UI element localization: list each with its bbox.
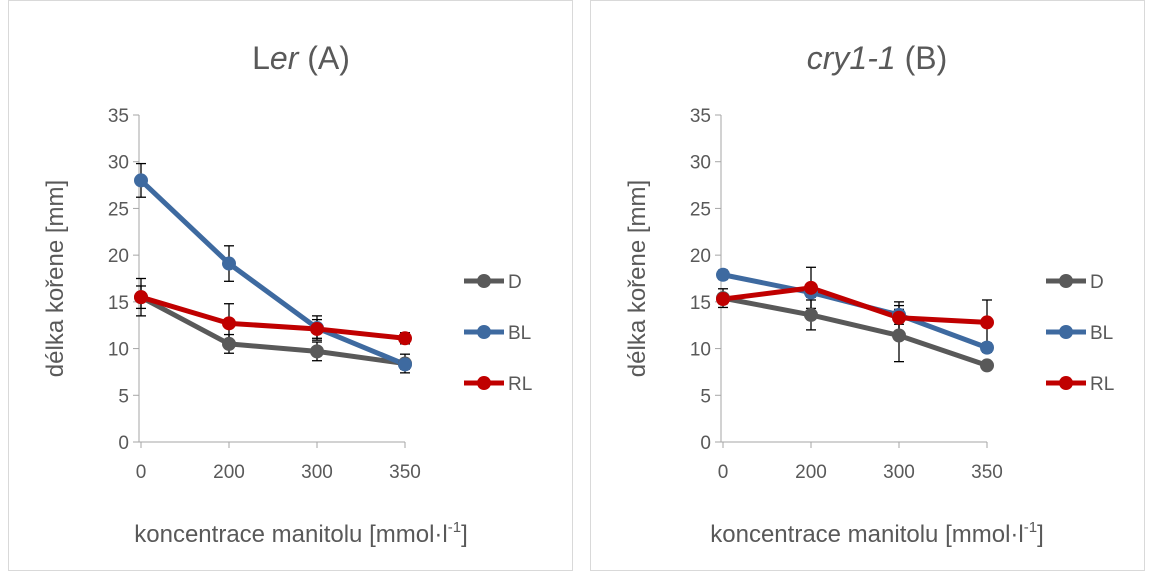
x-axis-label: koncentrace manitolu [mmol·l-1] — [710, 519, 1043, 548]
series-rl-point — [804, 280, 818, 295]
x-tick-label: 0 — [136, 462, 147, 483]
x-tick-label: 0 — [718, 462, 729, 483]
y-tick-label: 5 — [700, 386, 711, 407]
chart-title-suffix: (B) — [896, 40, 948, 76]
x-axis-label-main: koncentrace manitolu [mmol·l — [134, 521, 447, 548]
y-tick-label: 15 — [690, 293, 711, 314]
x-tick-label: 350 — [389, 462, 421, 483]
series-d-point — [222, 336, 236, 351]
chart-title-main: L — [252, 40, 270, 76]
series-d-point — [892, 328, 906, 343]
series-bl-line — [139, 178, 406, 367]
y-tick-label: 20 — [690, 246, 711, 267]
series-bl-point — [398, 357, 412, 372]
x-tick-label: 300 — [301, 462, 333, 483]
chart-title: Ler (A) — [252, 40, 350, 76]
x-axis-label-sup: -1 — [448, 519, 461, 536]
series-d-point — [310, 344, 324, 359]
legend-bl-marker — [1059, 325, 1073, 339]
y-tick-label: 0 — [118, 433, 129, 454]
y-tick-label: 15 — [108, 293, 129, 314]
chart-title-italic: cry1-1 — [807, 40, 896, 76]
series-d-line — [722, 295, 988, 368]
y-tick-label: 5 — [118, 386, 129, 407]
x-tick-label: 200 — [795, 462, 827, 483]
series-bl-point — [980, 340, 994, 355]
chart-panel-a: Ler (A) 0 5 10 15 20 25 30 35 0 200 300 350 koncentra… — [8, 0, 573, 571]
chart-title-italic: er — [270, 40, 300, 76]
series-bl-point — [222, 256, 236, 271]
legend-d-label: D — [1090, 272, 1104, 293]
x-axis-label-end: ] — [461, 521, 468, 548]
legend-bl-label: BL — [1090, 323, 1113, 344]
x-axis-label-end: ] — [1037, 521, 1044, 548]
y-tick-label: 10 — [108, 340, 129, 361]
y-tick-label: 35 — [690, 106, 711, 127]
series-rl-point — [222, 316, 236, 331]
series-rl-point — [716, 292, 730, 307]
legend-rl-marker — [477, 376, 491, 390]
y-axis-label: délka kořene [mm] — [624, 180, 651, 377]
series-rl-point — [134, 290, 148, 305]
series-rl-point — [310, 321, 324, 336]
series-d-line — [139, 294, 406, 366]
series-bl-point — [134, 173, 148, 188]
x-tick-label: 200 — [213, 462, 245, 483]
series-rl-point — [892, 310, 906, 325]
legend-d-marker — [477, 274, 491, 288]
x-tick-label: 350 — [971, 462, 1003, 483]
x-axis-label-sup: -1 — [1024, 519, 1037, 536]
y-axis-label: délka kořene [mm] — [42, 180, 69, 377]
y-tick-label: 30 — [108, 153, 129, 174]
x-tick-label: 300 — [883, 462, 915, 483]
series-d-point — [980, 358, 994, 373]
series-rl-point — [980, 315, 994, 330]
series-bl-point — [716, 267, 730, 282]
y-tick-label: 0 — [700, 433, 711, 454]
legend-rl-label: RL — [1090, 374, 1114, 395]
legend-bl-marker — [477, 325, 491, 339]
legend-d-marker — [1059, 274, 1073, 288]
y-tick-label: 20 — [108, 246, 129, 267]
y-tick-label: 10 — [690, 340, 711, 361]
x-axis-label-main: koncentrace manitolu [mmol·l — [710, 521, 1023, 548]
series-bl-line — [722, 272, 988, 350]
y-tick-label: 25 — [690, 199, 711, 220]
series-d-point — [804, 307, 818, 322]
series-rl-line — [722, 285, 988, 325]
legend-rl-marker — [1059, 376, 1073, 390]
legend-bl-label: BL — [508, 323, 531, 344]
x-axis-label: koncentrace manitolu [mmol·l-1] — [134, 519, 467, 548]
series-rl-line — [140, 294, 406, 341]
chart-title-suffix: (A) — [298, 40, 350, 76]
chart-panel-b: cry1-1 (B) 0 5 10 15 20 25 30 35 0 200 300 350 koncen… — [590, 0, 1145, 571]
y-tick-label: 35 — [108, 106, 129, 127]
series-rl-point — [398, 331, 412, 346]
legend-d-label: D — [508, 272, 522, 293]
y-tick-label: 25 — [108, 199, 129, 220]
legend-rl-label: RL — [508, 374, 532, 395]
chart-title: cry1-1 (B) — [807, 40, 947, 76]
y-tick-label: 30 — [690, 153, 711, 174]
